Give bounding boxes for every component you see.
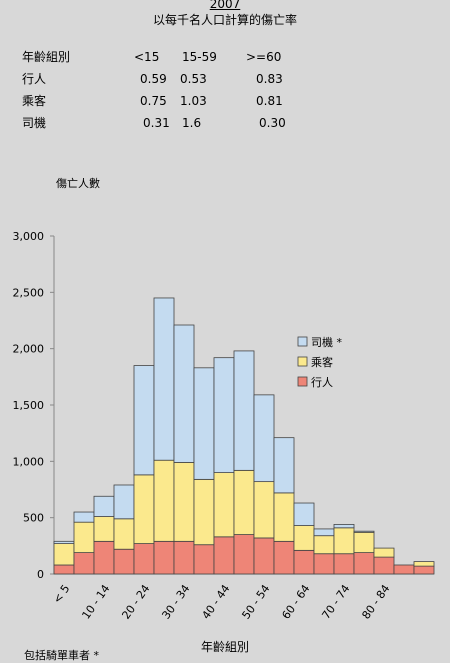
y-tick-label: 500 xyxy=(23,512,44,525)
rate-cell: 0.30 xyxy=(259,116,286,130)
y-tick-label: 0 xyxy=(37,568,44,581)
legend-swatch xyxy=(297,376,308,387)
bar-segment xyxy=(173,540,195,575)
x-tick-label: 50 - 54 xyxy=(239,582,272,621)
row-label: 行人 xyxy=(22,72,47,86)
x-tick-label: 10 - 14 xyxy=(79,582,112,621)
bar-segment xyxy=(193,544,215,575)
bar-segment xyxy=(333,553,355,575)
x-tick-label: 40 - 44 xyxy=(199,582,232,621)
legend-label: 司機 * xyxy=(311,335,342,349)
bar-segment xyxy=(153,297,175,461)
rate-cell: 0.75 xyxy=(140,94,167,108)
bar-segment xyxy=(273,492,295,542)
bar-segment xyxy=(53,564,75,575)
chart-y-axis-title: 傷亡人數 xyxy=(56,177,100,190)
bar-segment xyxy=(413,561,435,567)
bar-segment xyxy=(193,367,215,480)
bar-segment xyxy=(233,534,255,575)
bar-segment xyxy=(53,543,75,566)
y-tick-label: 2,500 xyxy=(13,286,45,299)
column-header: <15 xyxy=(134,50,160,64)
bar-segment xyxy=(273,437,295,494)
bar-segment xyxy=(393,564,415,575)
rate-cell: 0.83 xyxy=(256,72,283,86)
legend-swatch xyxy=(297,356,308,367)
y-tick-label: 2,000 xyxy=(13,343,45,356)
bar-segment xyxy=(333,527,355,555)
legend-swatch xyxy=(297,336,308,347)
bar-segment xyxy=(93,516,115,542)
bar-segment xyxy=(333,524,355,529)
year-heading: 2007 xyxy=(209,0,241,11)
bar-segment xyxy=(293,525,315,551)
bar-segment xyxy=(353,552,375,575)
legend-label: 乘客 xyxy=(311,355,333,369)
rate-cell: 0.53 xyxy=(180,72,207,86)
bar-segment xyxy=(153,459,175,542)
x-tick-label: 80 - 84 xyxy=(359,582,392,621)
x-axis-title: 年齡組別 xyxy=(200,640,249,654)
bar-segment xyxy=(353,530,375,533)
bar-segment xyxy=(213,357,235,473)
bar-segment xyxy=(213,472,235,538)
footnote: 包括騎單車者 * xyxy=(24,649,99,662)
y-tick-label: 3,000 xyxy=(13,230,45,243)
row-label: 乘客 xyxy=(22,94,47,108)
bar-segment xyxy=(413,565,435,575)
x-tick-label: 60 - 64 xyxy=(279,582,312,621)
bar-segment xyxy=(253,537,275,575)
rate-cell: 0.31 xyxy=(143,116,170,130)
row-label: 司機 xyxy=(22,116,47,130)
bar-segment xyxy=(173,324,195,463)
bar-segment xyxy=(293,549,315,575)
bar-segment xyxy=(313,528,335,537)
x-tick-label: 20 - 24 xyxy=(119,582,152,621)
bar-segment xyxy=(53,540,75,544)
bar-segment xyxy=(353,531,375,553)
y-tick-label: 1,000 xyxy=(13,455,45,468)
legend-label: 行人 xyxy=(311,376,333,389)
rate-cell: 1.03 xyxy=(180,94,207,108)
rate-table-title: 以每千名人口計算的傷亡率 xyxy=(152,13,297,27)
column-header: 年齡組別 xyxy=(22,50,71,64)
bar-segment xyxy=(193,478,215,546)
rate-cell: 0.81 xyxy=(256,94,283,108)
bar-segment xyxy=(153,540,175,575)
rate-cell: 1.6 xyxy=(182,116,202,130)
bar-segment xyxy=(113,548,135,575)
column-header: >=60 xyxy=(246,50,282,64)
x-tick-label: < 5 xyxy=(50,582,72,606)
bar-segment xyxy=(133,543,155,575)
bar-segment xyxy=(93,540,115,575)
bar-segment xyxy=(273,540,295,575)
bar-segment xyxy=(313,553,335,575)
bar-segment xyxy=(293,502,315,526)
bar-segment xyxy=(313,535,335,555)
bar-segment xyxy=(373,556,395,575)
bar-segment xyxy=(73,521,95,553)
x-tick-label: 70 - 74 xyxy=(319,582,352,621)
bar-segment xyxy=(73,511,95,523)
y-tick-label: 1,500 xyxy=(13,399,45,412)
bar-segment xyxy=(253,394,275,483)
bar-segment xyxy=(233,350,255,471)
bar-segment xyxy=(93,495,115,517)
x-tick-label: 30 - 34 xyxy=(159,582,192,621)
bar-segment xyxy=(173,462,195,542)
bar-segment xyxy=(373,547,395,558)
bar-segment xyxy=(133,474,155,544)
bar-segment xyxy=(113,484,135,520)
bar-segment xyxy=(73,552,95,575)
bar-segment xyxy=(233,469,255,535)
bar-segment xyxy=(253,481,275,539)
bar-segment xyxy=(113,518,135,550)
column-header: 15-59 xyxy=(182,50,217,64)
bar-segment xyxy=(213,536,235,575)
rate-cell: 0.59 xyxy=(140,72,167,86)
bar-segment xyxy=(133,365,155,476)
